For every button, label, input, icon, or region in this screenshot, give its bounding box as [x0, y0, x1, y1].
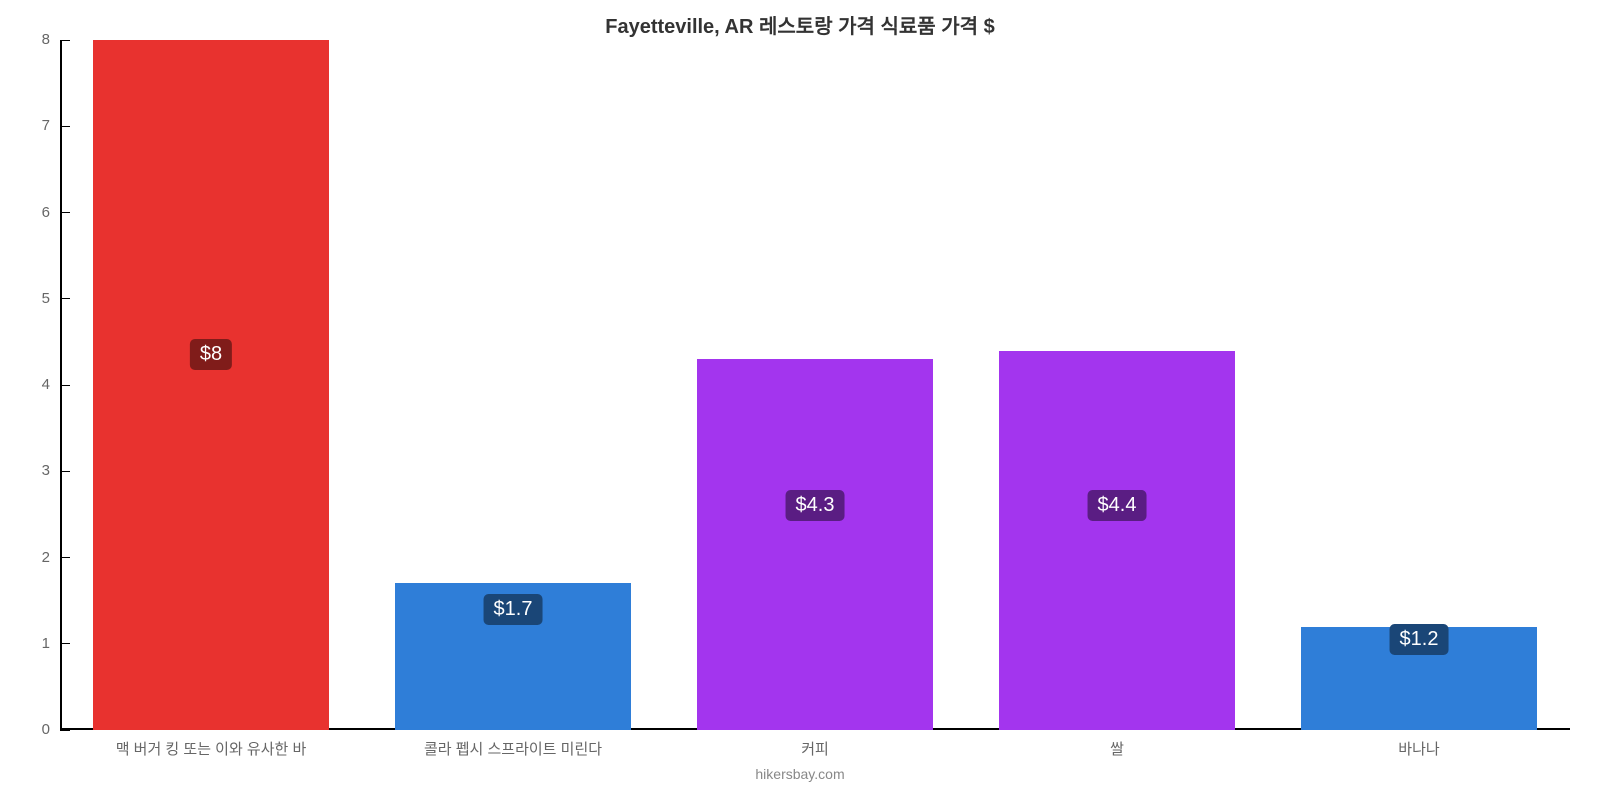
- bar-value-label: $1.7: [484, 594, 543, 625]
- bars-container: [60, 40, 1570, 730]
- y-tick-label: 3: [10, 462, 50, 479]
- bar-slot: [966, 40, 1268, 730]
- bar-value-label: $8: [190, 339, 232, 370]
- bar-value-label: $1.2: [1390, 624, 1449, 655]
- y-tick-label: 1: [10, 635, 50, 652]
- bar-slot: [60, 40, 362, 730]
- y-tick-label: 5: [10, 290, 50, 307]
- y-tick-label: 6: [10, 204, 50, 221]
- bar: [999, 351, 1235, 731]
- x-category-label: 맥 버거 킹 또는 이와 유사한 바: [60, 738, 362, 759]
- attribution: hikersbay.com: [0, 766, 1600, 782]
- y-tick-label: 7: [10, 117, 50, 134]
- bar-slot: [664, 40, 966, 730]
- chart-container: Fayetteville, AR 레스토랑 가격 식료품 가격 $ 012345…: [0, 0, 1600, 800]
- y-tick-label: 8: [10, 31, 50, 48]
- bar: [93, 40, 329, 730]
- plot-area: 012345678: [60, 40, 1570, 730]
- bar-value-label: $4.4: [1088, 490, 1147, 521]
- x-category-label: 콜라 펩시 스프라이트 미린다: [362, 738, 664, 759]
- bar: [697, 359, 933, 730]
- x-category-label: 커피: [664, 738, 966, 759]
- x-category-label: 쌀: [966, 738, 1268, 759]
- y-tick-label: 0: [10, 721, 50, 738]
- chart-title: Fayetteville, AR 레스토랑 가격 식료품 가격 $: [0, 10, 1600, 39]
- bar-value-label: $4.3: [786, 490, 845, 521]
- x-category-label: 바나나: [1268, 738, 1570, 759]
- bar-slot: [362, 40, 664, 730]
- y-tick-label: 4: [10, 376, 50, 393]
- y-tick-label: 2: [10, 549, 50, 566]
